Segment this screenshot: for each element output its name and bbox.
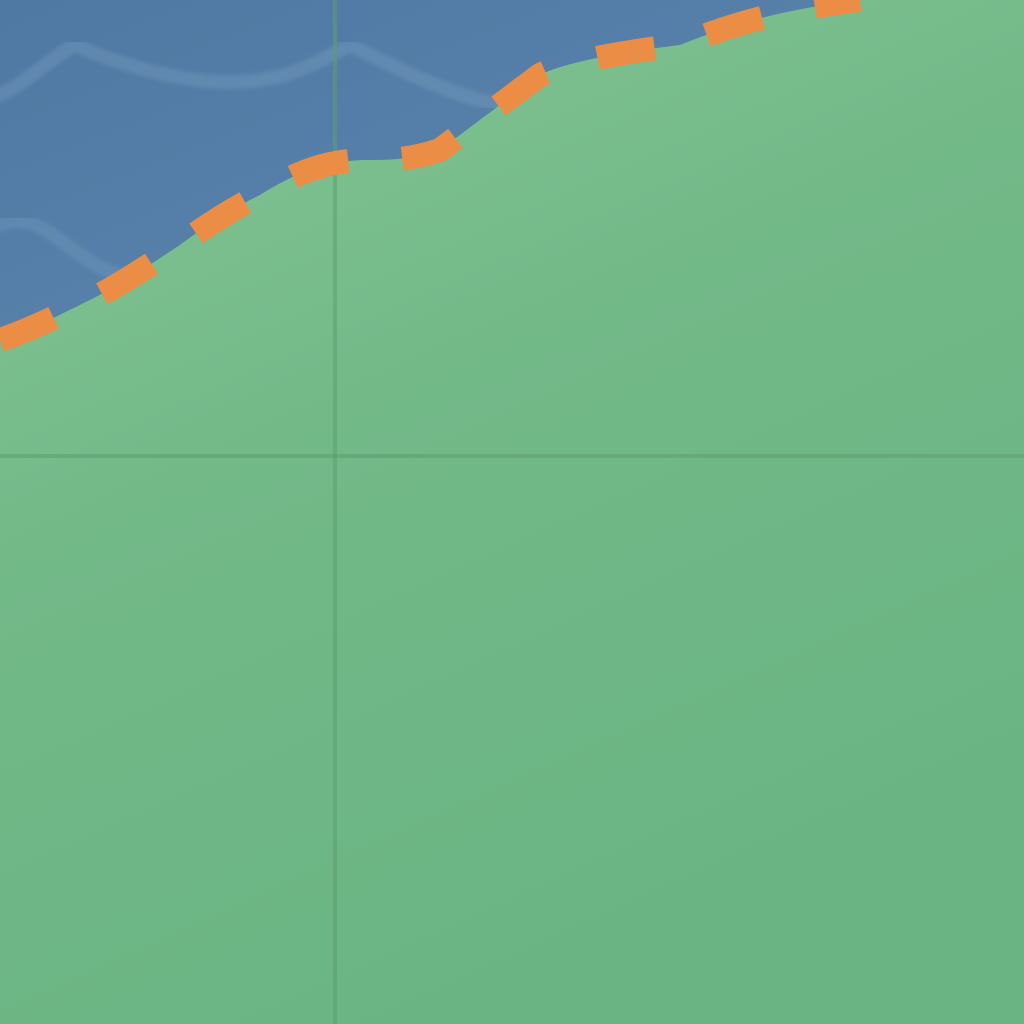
water-wave [0, 214, 127, 282]
dashed-boundary[interactable] [0, 0, 862, 352]
water-wave [0, 37, 507, 112]
